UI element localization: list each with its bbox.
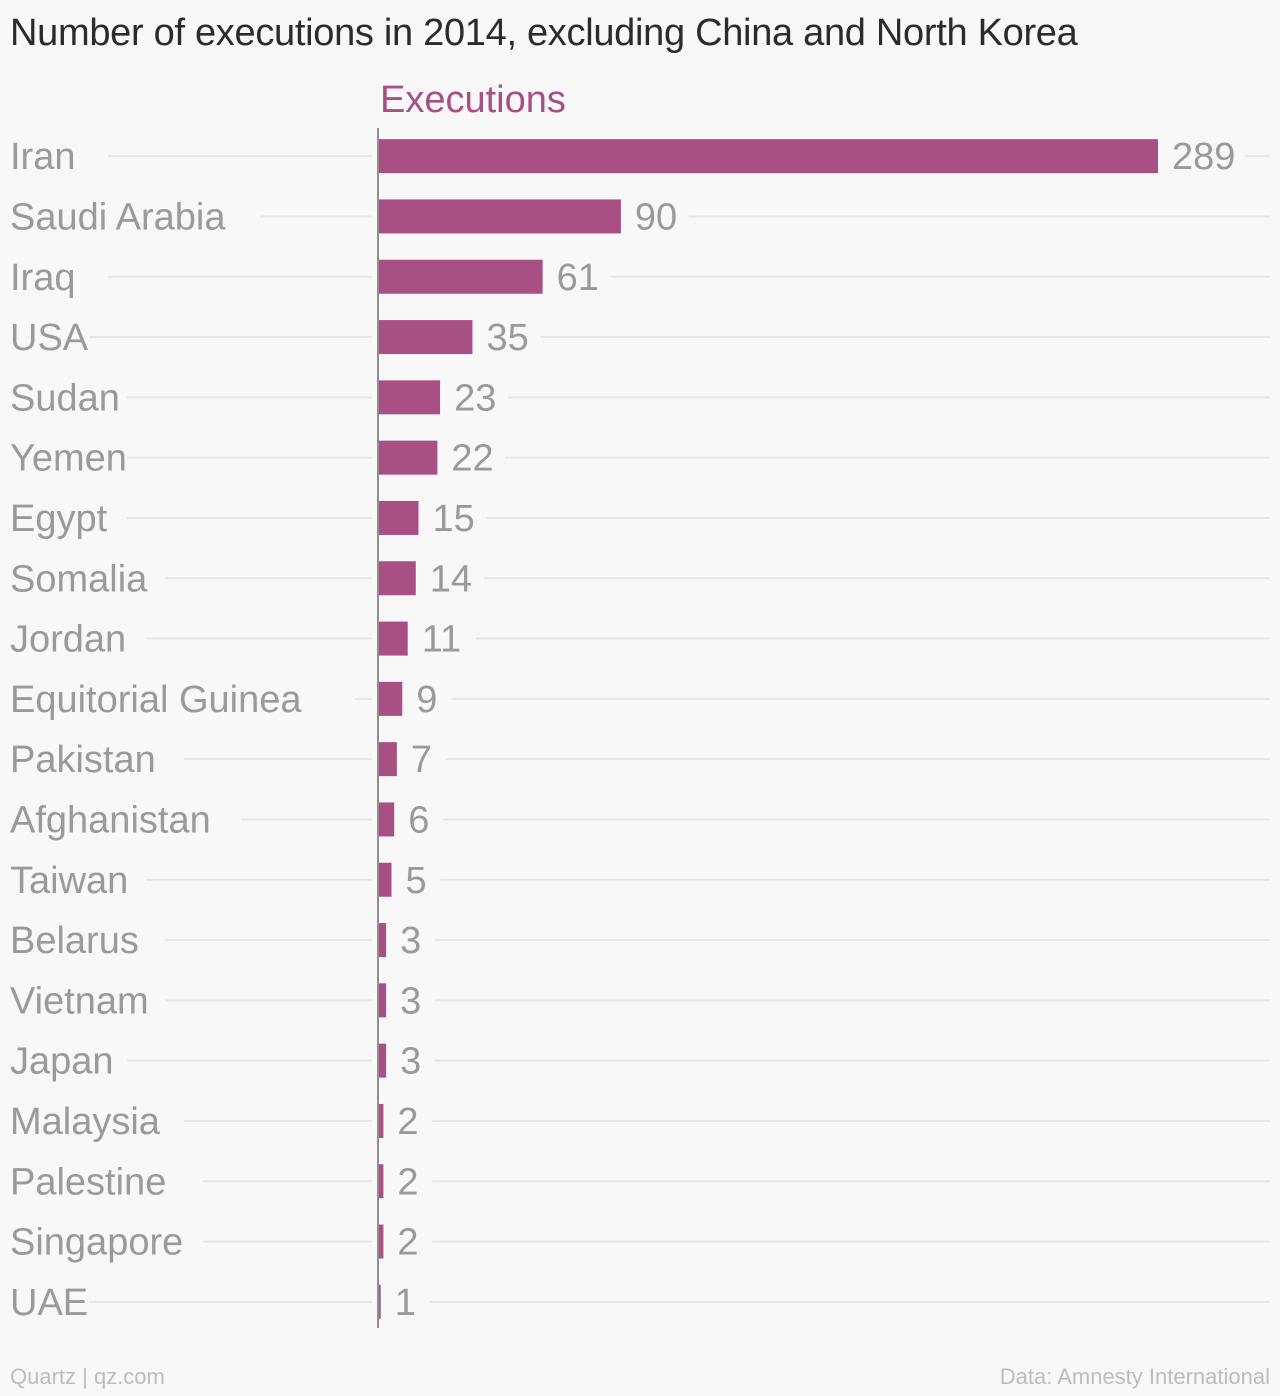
category-label: USA bbox=[10, 317, 89, 359]
bar bbox=[378, 862, 392, 897]
bar bbox=[378, 1043, 387, 1078]
category-label: Sudan bbox=[10, 377, 120, 419]
value-label: 15 bbox=[432, 498, 474, 540]
category-label: Jordan bbox=[10, 619, 126, 661]
category-label: Vietnam bbox=[10, 980, 149, 1022]
bar bbox=[378, 440, 438, 475]
bar bbox=[378, 259, 543, 294]
category-label: Egypt bbox=[10, 498, 108, 540]
footer-credit: Quartz | qz.com bbox=[10, 1364, 165, 1389]
bar bbox=[378, 199, 621, 234]
value-label: 7 bbox=[411, 739, 432, 781]
value-label: 9 bbox=[416, 679, 437, 721]
bar bbox=[378, 500, 419, 535]
value-label: 22 bbox=[451, 438, 493, 480]
bar bbox=[378, 681, 403, 716]
bar bbox=[378, 983, 387, 1018]
category-label: Saudi Arabia bbox=[10, 196, 226, 238]
bar bbox=[378, 1224, 384, 1259]
bar bbox=[378, 802, 395, 837]
bar bbox=[378, 923, 387, 958]
bar bbox=[378, 139, 1158, 174]
category-label: Equitorial Guinea bbox=[10, 679, 302, 721]
bar bbox=[378, 561, 416, 596]
value-label: 3 bbox=[400, 980, 421, 1022]
footer-data-source: Data: Amnesty International bbox=[999, 1364, 1270, 1389]
category-label: Iraq bbox=[10, 257, 75, 299]
value-label: 11 bbox=[422, 619, 461, 661]
category-label: Belarus bbox=[10, 920, 139, 962]
category-label: Pakistan bbox=[10, 739, 156, 781]
category-label: Somalia bbox=[10, 558, 148, 600]
category-label: Yemen bbox=[10, 438, 127, 480]
bar bbox=[378, 1103, 384, 1138]
bar bbox=[378, 380, 441, 415]
value-label: 61 bbox=[557, 257, 599, 299]
value-label: 90 bbox=[635, 196, 677, 238]
value-label: 6 bbox=[408, 799, 429, 841]
value-label: 289 bbox=[1172, 136, 1235, 178]
category-label: Afghanistan bbox=[10, 799, 211, 841]
category-label: Singapore bbox=[10, 1222, 183, 1264]
value-label: 14 bbox=[430, 558, 472, 600]
value-label: 2 bbox=[397, 1161, 418, 1203]
value-label: 5 bbox=[405, 860, 426, 902]
value-label: 35 bbox=[486, 317, 528, 359]
bar bbox=[378, 742, 397, 777]
value-label: 1 bbox=[395, 1282, 416, 1324]
series-label: Executions bbox=[380, 79, 566, 121]
category-label: Japan bbox=[10, 1041, 114, 1083]
category-label: Iran bbox=[10, 136, 75, 178]
value-label: 23 bbox=[454, 377, 496, 419]
value-label: 3 bbox=[400, 1041, 421, 1083]
value-label: 2 bbox=[397, 1101, 418, 1143]
category-label: Palestine bbox=[10, 1161, 166, 1203]
chart-title: Number of executions in 2014, excluding … bbox=[10, 12, 1078, 54]
category-label: UAE bbox=[10, 1282, 88, 1324]
bar bbox=[378, 1284, 381, 1319]
bar bbox=[378, 1164, 384, 1199]
value-label: 2 bbox=[397, 1222, 418, 1264]
category-label: Malaysia bbox=[10, 1101, 161, 1143]
bar bbox=[378, 320, 473, 355]
value-label: 3 bbox=[400, 920, 421, 962]
category-label: Taiwan bbox=[10, 860, 128, 902]
bar bbox=[378, 621, 408, 656]
